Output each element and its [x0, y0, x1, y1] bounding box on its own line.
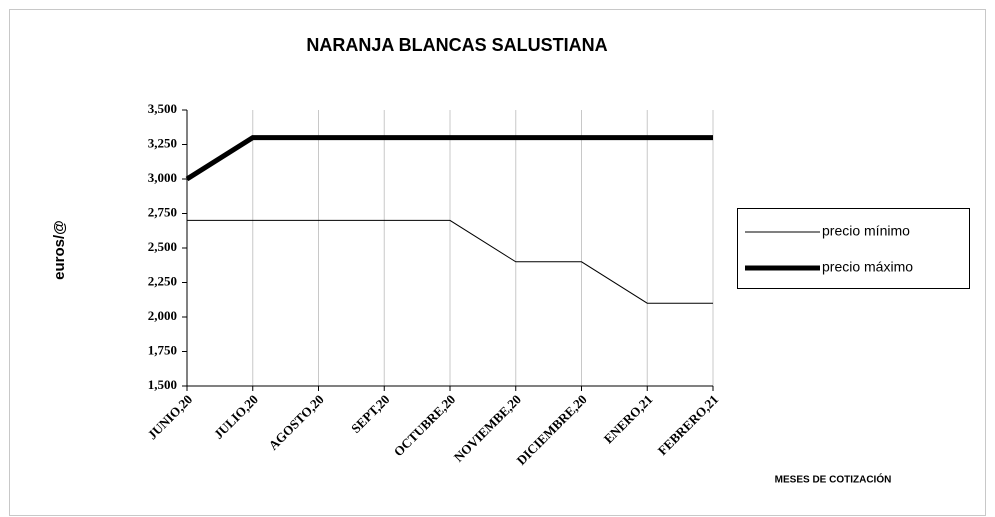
x-tick-label: DICIEMBRE,20: [513, 392, 589, 468]
x-tick-label: JULIO,20: [211, 392, 261, 442]
y-tick-label: 2,750: [148, 204, 177, 219]
x-axis-label: MESES DE COTIZACIÓN: [775, 473, 892, 486]
legend-label: precio máximo: [822, 259, 913, 275]
y-tick-label: 2,500: [148, 239, 177, 254]
series-line: [187, 219, 713, 304]
x-tick-label: JUNIO,20: [145, 392, 196, 443]
x-tick-label: OCTUBRE,20: [391, 392, 459, 460]
y-axis-label: euros/@: [51, 220, 68, 280]
x-tick-label: NOVIEMBE,20: [451, 392, 524, 465]
y-tick-label: 2,250: [148, 273, 177, 288]
y-tick-label: 3,250: [148, 135, 177, 150]
series-line: [185, 135, 713, 182]
y-tick-label: 3,500: [148, 101, 177, 116]
chart-title: NARANJA BLANCAS SALUSTIANA: [306, 35, 607, 55]
legend-label: precio mínimo: [822, 223, 910, 239]
y-tick-label: 1,750: [148, 342, 177, 357]
legend-box: [737, 208, 970, 289]
y-tick-label: 3,000: [148, 170, 177, 185]
x-tick-label: SEPT,20: [348, 392, 392, 436]
x-tick-label: AGOSTO,20: [265, 392, 326, 453]
x-tick-label: FEBRERO,21: [655, 392, 722, 459]
chart-frame: [9, 9, 986, 516]
y-tick-label: 2,000: [148, 308, 177, 323]
x-tick-label: ENERO,21: [601, 392, 656, 447]
y-tick-label: 1,500: [148, 377, 177, 392]
